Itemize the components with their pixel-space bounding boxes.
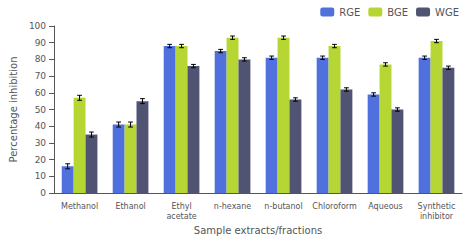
svg-text:Sample extracts/fractions: Sample extracts/fractions bbox=[194, 225, 322, 236]
svg-text:90: 90 bbox=[35, 38, 47, 48]
svg-text:40: 40 bbox=[35, 121, 47, 131]
svg-text:inhibitor: inhibitor bbox=[420, 212, 454, 221]
svg-text:Ethanol: Ethanol bbox=[115, 202, 145, 211]
svg-text:30: 30 bbox=[35, 138, 47, 148]
svg-text:BGE: BGE bbox=[387, 7, 408, 18]
svg-text:RGE: RGE bbox=[339, 7, 360, 18]
svg-text:60: 60 bbox=[35, 88, 47, 98]
svg-text:n-butanol: n-butanol bbox=[264, 202, 302, 211]
svg-text:100: 100 bbox=[29, 21, 46, 31]
svg-text:Chloroform: Chloroform bbox=[312, 202, 357, 211]
svg-text:acetate: acetate bbox=[166, 212, 196, 221]
svg-text:10: 10 bbox=[35, 171, 47, 181]
svg-text:WGE: WGE bbox=[435, 7, 459, 18]
svg-text:Aqueous: Aqueous bbox=[368, 202, 403, 211]
svg-text:Methanol: Methanol bbox=[61, 202, 98, 211]
svg-text:20: 20 bbox=[35, 155, 47, 165]
svg-text:70: 70 bbox=[35, 71, 47, 81]
svg-text:Percentage inhibition: Percentage inhibition bbox=[8, 57, 19, 163]
svg-text:n-hexane: n-hexane bbox=[214, 202, 252, 211]
svg-text:50: 50 bbox=[35, 105, 47, 115]
svg-text:Ethyl: Ethyl bbox=[171, 202, 191, 211]
svg-text:0: 0 bbox=[40, 188, 46, 198]
svg-text:Synthetic: Synthetic bbox=[418, 202, 456, 211]
svg-text:80: 80 bbox=[35, 54, 47, 64]
